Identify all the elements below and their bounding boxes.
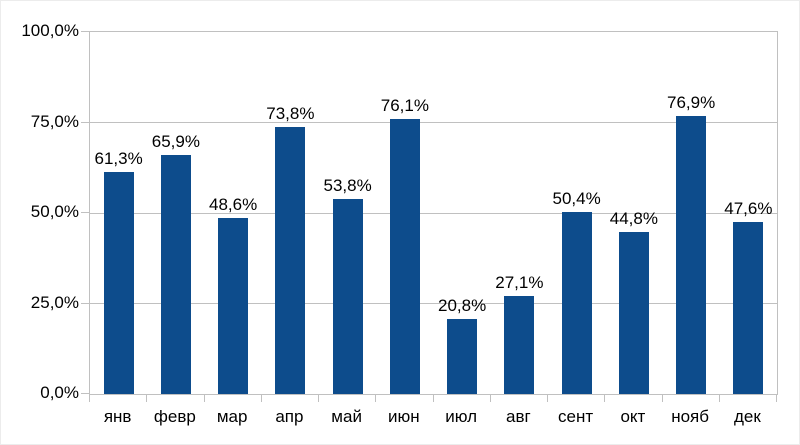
gridline-25	[90, 303, 777, 304]
x-axis-label-нояб: нояб	[671, 407, 710, 426]
x-axis-tick-4	[318, 394, 319, 402]
x-axis-label-май: май	[331, 407, 362, 426]
x-axis-label-мар: мар	[216, 407, 248, 426]
x-axis-tick-7	[490, 394, 491, 402]
bar-авг	[504, 296, 535, 394]
bar-value-label-май: 53,8%	[323, 176, 372, 195]
y-axis-tick-50	[81, 212, 89, 213]
bar-value-label-июн: 76,1%	[380, 96, 429, 115]
x-axis-label-февр: февр	[153, 407, 196, 426]
x-axis-tick-6	[433, 394, 434, 402]
y-axis-label-50: 50,0%	[30, 202, 79, 221]
y-axis-label-100: 100,0%	[21, 21, 79, 40]
bar-окт	[618, 232, 649, 394]
x-axis-label-авг: авг	[506, 407, 531, 426]
bar-мар	[218, 218, 249, 394]
bar-апр	[275, 127, 306, 394]
bar-value-label-сент: 50,4%	[552, 189, 601, 208]
bar-value-label-дек: 47,6%	[724, 199, 773, 218]
bar-февр	[160, 155, 191, 394]
bar-value-label-нояб: 76,9%	[667, 93, 716, 112]
bar-янв	[103, 172, 134, 394]
bar-value-label-авг: 27,1%	[495, 273, 544, 292]
x-axis-label-апр: апр	[275, 407, 304, 426]
bar-нояб	[676, 116, 707, 394]
x-axis-label-окт: окт	[620, 407, 646, 426]
y-axis-label-0: 0,0%	[40, 383, 79, 402]
x-axis-tick-2	[204, 394, 205, 402]
x-axis-tick-5	[375, 394, 376, 402]
y-axis-tick-75	[81, 121, 89, 123]
y-axis-tick-0	[81, 393, 89, 394]
x-axis-tick-12	[776, 394, 777, 402]
bar-value-label-окт: 44,8%	[609, 209, 658, 228]
bar-value-label-февр: 65,9%	[151, 132, 200, 151]
x-axis-tick-3	[261, 394, 262, 402]
y-axis-label-75: 75,0%	[30, 111, 79, 131]
x-axis-tick-10	[662, 394, 663, 402]
x-axis-label-июн: июн	[388, 407, 420, 426]
bar-сент	[561, 212, 592, 394]
x-axis-label-июл: июл	[445, 407, 478, 426]
x-axis-tick-8	[547, 394, 548, 402]
plot-area: 61,3% 65,9% 48,6% 73,8% 53,8% 76,1% 20,8% 27,1%…	[89, 31, 778, 395]
x-axis-label-янв: янв	[103, 407, 132, 426]
gridline-75	[90, 122, 777, 123]
x-axis-tick-1	[146, 394, 147, 402]
y-axis-label-25: 25,0%	[30, 292, 79, 312]
gridline-50	[90, 212, 777, 214]
y-axis-tick-25	[81, 302, 89, 304]
bar-дек	[733, 222, 764, 394]
x-axis-tick-11	[719, 394, 720, 402]
bar-июн	[389, 119, 420, 394]
x-axis-label-сент: сент	[558, 407, 594, 426]
x-axis-tick-0	[89, 394, 90, 402]
y-axis-tick-100	[81, 31, 89, 32]
bar-value-label-янв: 61,3%	[94, 149, 143, 168]
bar-май	[332, 199, 363, 394]
bar-value-label-мар: 48,6%	[209, 195, 258, 214]
x-axis-label-дек: дек	[733, 407, 761, 426]
bar-value-label-апр: 73,8%	[266, 104, 315, 123]
x-axis-tick-9	[604, 394, 605, 402]
bar-июл	[447, 319, 478, 394]
bar-value-label-июл: 20,8%	[438, 296, 487, 315]
